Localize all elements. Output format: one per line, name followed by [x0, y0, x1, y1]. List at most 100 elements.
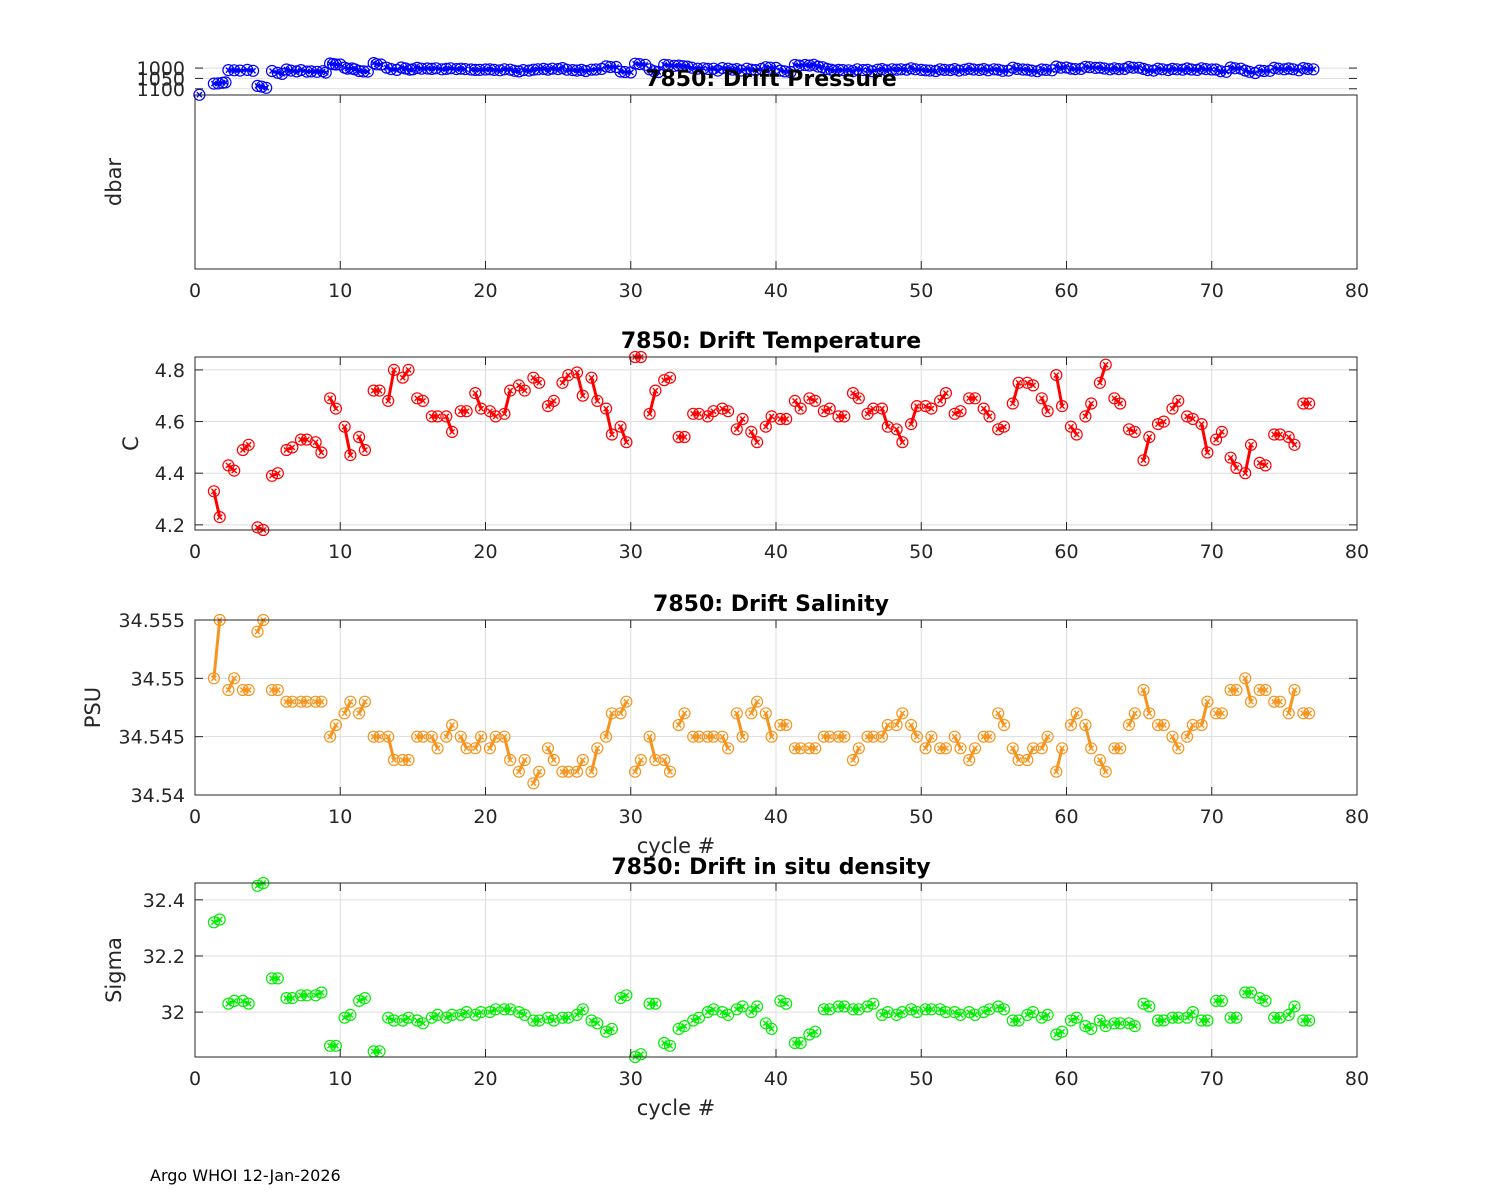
data-point [533, 376, 546, 389]
data-point-marker [1015, 379, 1022, 386]
data-point [1085, 742, 1098, 755]
data-point [329, 402, 342, 415]
data-point-marker [1059, 1028, 1066, 1035]
data-point [765, 410, 778, 423]
data-point [1064, 1014, 1078, 1027]
data-point [925, 1003, 938, 1016]
data-point [852, 742, 865, 755]
data-point [896, 436, 909, 449]
data-point [469, 387, 482, 400]
data-point [1259, 683, 1272, 697]
data-point-marker [961, 66, 968, 73]
data-point [1026, 1005, 1040, 1019]
data-point-marker [361, 995, 368, 1002]
data-point-marker [1073, 431, 1080, 438]
data-point [875, 730, 889, 743]
data-point [425, 730, 438, 743]
data-point-marker [594, 397, 601, 404]
y-tick-label: 32 [161, 1002, 185, 1024]
data-point-marker [1082, 722, 1089, 728]
data-point [1273, 1011, 1287, 1024]
data-point [652, 65, 665, 79]
data-point-marker [884, 1009, 891, 1016]
data-point-marker [486, 745, 493, 752]
data-point [416, 730, 430, 743]
x-axis-label: cycle # [637, 834, 716, 858]
data-point [1089, 61, 1102, 75]
data-point [997, 1003, 1011, 1016]
data-point [1021, 376, 1034, 389]
data-point-marker [1102, 768, 1109, 775]
data-point-marker [1073, 710, 1080, 717]
data-point-marker [986, 1006, 993, 1013]
data-point [541, 1011, 555, 1024]
data-point [533, 1014, 546, 1027]
data-point [890, 718, 903, 732]
x-tick-label: 10 [328, 806, 352, 828]
data-point-marker [574, 768, 580, 775]
data-point [1302, 1014, 1316, 1027]
data-point [454, 1008, 467, 1022]
data-point [357, 65, 370, 78]
data-point [890, 1008, 903, 1022]
data-point [1137, 997, 1150, 1010]
data-point-marker [743, 65, 750, 72]
data-point [213, 510, 226, 524]
data-point [1128, 425, 1141, 438]
data-point-marker [289, 444, 296, 451]
data-point-marker [579, 1006, 586, 1013]
data-point-marker [1184, 733, 1191, 740]
data-point [1220, 65, 1233, 78]
data-point [1282, 1008, 1295, 1022]
data-point-marker [1291, 687, 1298, 693]
data-point [591, 1017, 604, 1030]
data-point [353, 707, 366, 720]
data-point [678, 430, 691, 444]
data-point-marker [908, 722, 915, 728]
data-point-marker [1044, 408, 1051, 415]
data-point [446, 718, 459, 732]
data-point-marker [263, 84, 270, 91]
data-point-marker [318, 698, 325, 705]
data-point [1050, 765, 1063, 778]
data-point-marker [361, 447, 368, 453]
data-point-marker [762, 710, 769, 717]
data-point [1273, 428, 1287, 441]
data-point [721, 1008, 735, 1022]
data-point [585, 765, 598, 778]
data-point-marker [739, 733, 746, 740]
data-point-marker [995, 710, 1002, 717]
data-point [591, 394, 604, 407]
data-point-marker [908, 421, 915, 428]
data-point [1201, 446, 1214, 459]
data-point-marker [1131, 1023, 1138, 1030]
data-point-marker [559, 379, 566, 386]
data-point-marker [216, 916, 223, 923]
data-point [265, 469, 279, 482]
data-point [1230, 461, 1243, 475]
data-point [396, 1014, 409, 1027]
data-point-marker [812, 397, 819, 404]
data-point [1172, 1011, 1185, 1024]
data-point [1035, 1011, 1048, 1024]
data-point-marker [884, 722, 891, 728]
data-point [334, 58, 347, 71]
data-point [1201, 1014, 1214, 1027]
data-point-marker [434, 1011, 441, 1018]
data-point-marker [681, 1023, 688, 1030]
data-point [1093, 753, 1107, 767]
data-point-marker [1146, 1003, 1153, 1010]
data-point [997, 420, 1011, 433]
data-point-marker [710, 1006, 717, 1013]
data-point-marker [1198, 722, 1205, 728]
series-line [1098, 364, 1108, 384]
data-point-marker [565, 768, 572, 775]
data-point-marker [831, 67, 838, 74]
y-axis-label: Sigma [102, 937, 126, 1003]
y-tick-label: 34.555 [119, 610, 185, 632]
data-point-marker [356, 434, 363, 440]
data-point-marker [1082, 413, 1089, 420]
data-point-marker [681, 434, 688, 440]
data-point [1079, 1019, 1092, 1033]
data-point [823, 402, 836, 415]
